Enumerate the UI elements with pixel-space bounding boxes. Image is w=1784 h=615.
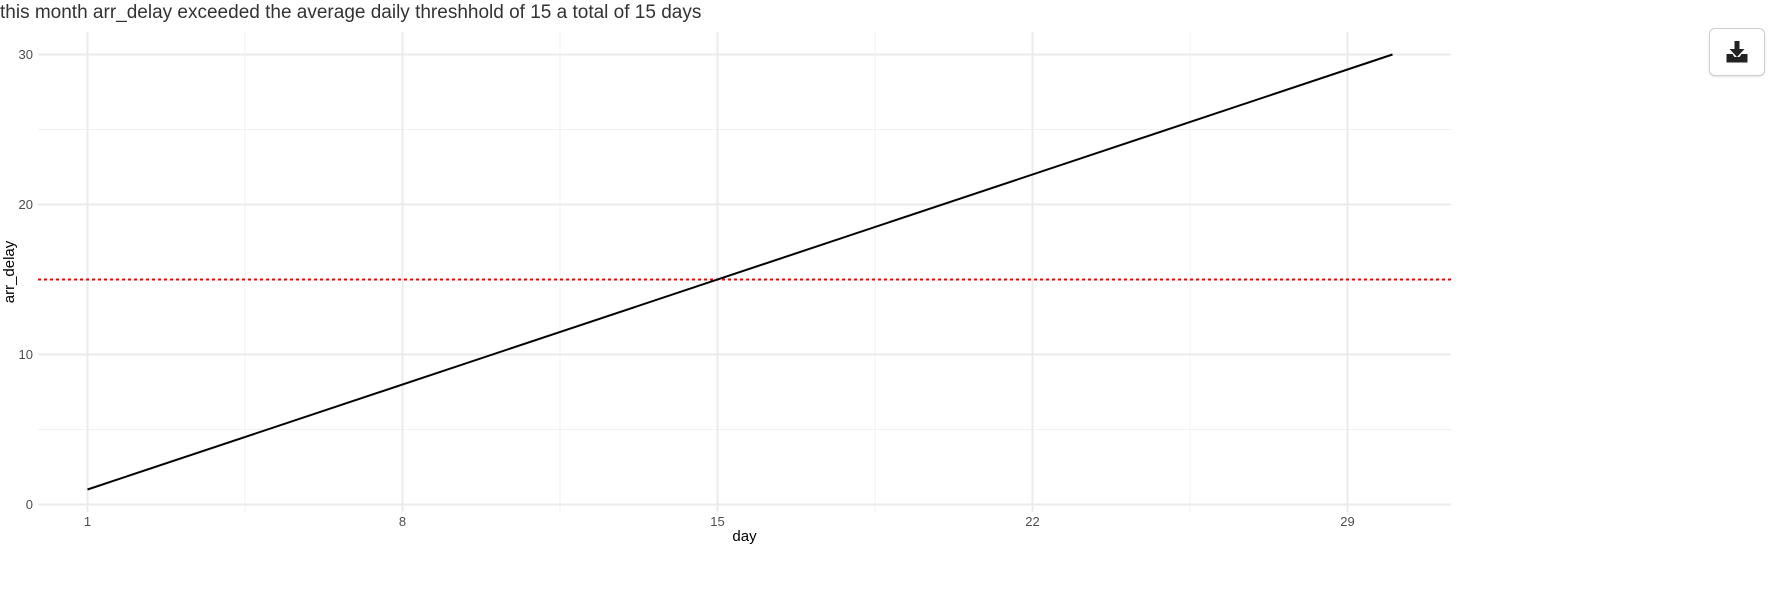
y-axis-title: arr_delay xyxy=(1,240,18,303)
series-line xyxy=(87,53,1393,491)
y-tick-label: 20 xyxy=(19,197,33,212)
grid xyxy=(38,32,1451,512)
y-tick-label: 30 xyxy=(19,47,33,62)
x-tick-label: 29 xyxy=(1340,514,1354,529)
y-tick-label: 10 xyxy=(19,347,33,362)
download-icon xyxy=(1726,41,1748,63)
x-tick-label: 8 xyxy=(399,514,406,529)
x-tick-label: 22 xyxy=(1025,514,1039,529)
x-tick-label: 15 xyxy=(710,514,724,529)
chart-title: this month arr_delay exceeded the averag… xyxy=(0,2,702,23)
x-tick-label: 1 xyxy=(84,514,91,529)
y-tick-label: 0 xyxy=(26,497,33,512)
series-layer xyxy=(87,53,1393,491)
x-axis-title: day xyxy=(732,528,757,545)
tick-labels: 1 8 15 22 29 0 10 20 30 xyxy=(19,47,1355,529)
download-button[interactable] xyxy=(1709,28,1765,76)
